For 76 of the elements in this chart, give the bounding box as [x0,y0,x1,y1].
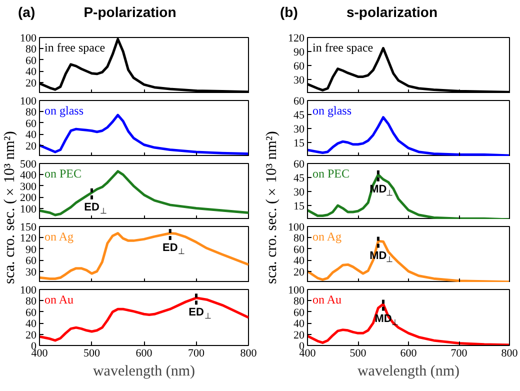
y-tick-label: 40 [294,255,305,268]
x-axis-title: wavelength (nm) [357,364,460,380]
y-tick-label: 20 [26,140,37,152]
x-tick-label: 800 [240,348,258,360]
chart-title: s-polarization [346,4,438,20]
y-tick-label: 20 [26,77,37,90]
annotation: ED⊥ [84,201,107,216]
x-tick-label: 800 [501,348,518,360]
series-label: on glass [44,104,84,118]
chart-title: P-polarization [84,4,176,20]
legend-label: in free space [312,40,374,54]
y-axis-title: sca. cro. sec. (×10³ nm²) [1,130,18,286]
y-tick-label: 200 [20,192,37,204]
x-tick-label: 500 [350,348,367,360]
y-tick-label: 60 [26,54,37,67]
y-tick-label: 40 [294,318,305,330]
y-tick-label: 80 [26,106,37,119]
y-tick-label: 120 [288,32,305,44]
y-tick-label: 60 [26,118,37,130]
y-tick-label: 90 [294,46,305,58]
y-tick-label: 400 [20,170,37,182]
y-tick-label: 150 [20,222,37,234]
y-tick-label: 15 [294,138,305,150]
y-tick-label: 40 [26,318,37,330]
legend-label: in free space [44,40,106,54]
y-axis-title: sca. cro. sec. (×10³ nm²) [263,130,281,286]
y-tick-label: 45 [294,110,305,122]
x-tick-label: 500 [84,348,100,360]
y-tick-label: 20 [26,329,37,342]
y-tick-label: 60 [294,244,305,256]
y-tick-label: 500 [20,158,37,170]
y-tick-label: 90 [26,244,37,256]
x-tick-label: 600 [136,348,153,360]
text: on glass [312,104,352,118]
series-label: on Au [44,292,74,306]
y-tick-label: 15 [294,200,305,212]
y-tick-label: 60 [26,306,37,319]
y-tick-label: 30 [26,266,37,278]
y-tick-label: 80 [294,296,305,308]
x-axis-title: wavelength (nm) [92,364,196,380]
annotation: ED⊥ [162,242,186,256]
text: (a) [18,3,36,22]
x-tick-label: 600 [400,348,418,360]
y-tick-label: 60 [294,306,305,319]
y-tick-label: 45 [294,172,305,184]
y-tick-label: 60 [294,60,305,72]
y-tick-label: 60 [294,96,305,108]
y-tick-label: 100 [20,284,37,296]
y-tick-label: 60 [26,255,37,268]
y-tick-label: 80 [294,232,305,245]
y-tick-label: 40 [26,129,37,142]
x-tick-label: 700 [450,348,468,360]
y-tick-label: 100 [20,96,37,108]
x-tick-label: 700 [188,348,205,360]
y-tick-label: 100 [20,32,37,44]
y-tick-label: 100 [288,284,305,296]
y-tick-label: 20 [294,329,305,342]
text: on Ag [44,230,74,244]
y-tick-label: 100 [20,203,37,216]
y-tick-label: 60 [294,158,305,170]
y-tick-label: 120 [20,232,37,245]
y-tick-label: 30 [294,74,305,86]
y-tick-label: 80 [26,296,37,308]
series-label: on PEC [312,166,350,180]
annotation: ED⊥ [188,306,212,321]
y-tick-label: 100 [288,222,305,234]
y-tick-label: 20 [294,266,305,278]
y-tick-label: 30 [294,124,305,136]
y-tick-label: 80 [26,44,37,56]
series-label: on Au [312,292,342,306]
y-tick-label: 300 [20,180,37,193]
series-label: on Ag [312,230,342,244]
y-tick-label: 40 [26,66,37,78]
series-label: on PEC [44,166,82,180]
text: (b) [280,3,298,22]
y-tick-label: 30 [294,186,305,198]
